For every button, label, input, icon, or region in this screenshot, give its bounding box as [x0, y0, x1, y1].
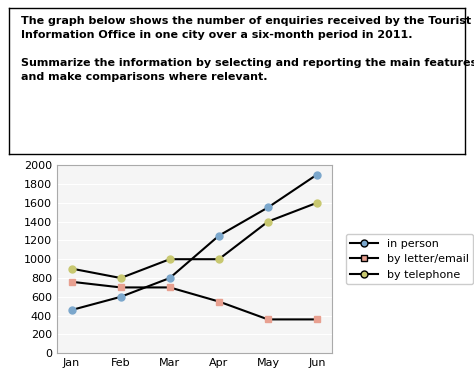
by letter/email — [167, 285, 173, 290]
by letter/email — [69, 280, 74, 284]
Line: in person: in person — [68, 171, 320, 313]
by letter/email — [265, 317, 271, 322]
in person — [314, 172, 320, 177]
in person — [69, 308, 74, 312]
by telephone — [118, 276, 124, 280]
in person — [118, 295, 124, 299]
Legend: in person, by letter/email, by telephone: in person, by letter/email, by telephone — [346, 234, 473, 284]
in person — [167, 276, 173, 280]
by letter/email — [118, 285, 124, 290]
by letter/email — [314, 317, 320, 322]
Line: by letter/email: by letter/email — [68, 278, 320, 323]
by letter/email — [216, 299, 222, 304]
by telephone — [314, 200, 320, 205]
by telephone — [167, 257, 173, 262]
Line: by telephone: by telephone — [68, 199, 320, 281]
by telephone — [265, 219, 271, 224]
by telephone — [69, 266, 74, 271]
in person — [265, 205, 271, 210]
in person — [216, 233, 222, 238]
Text: The graph below shows the number of enquiries received by the Tourist
Informatio: The graph below shows the number of enqu… — [21, 17, 474, 83]
by telephone — [216, 257, 222, 262]
